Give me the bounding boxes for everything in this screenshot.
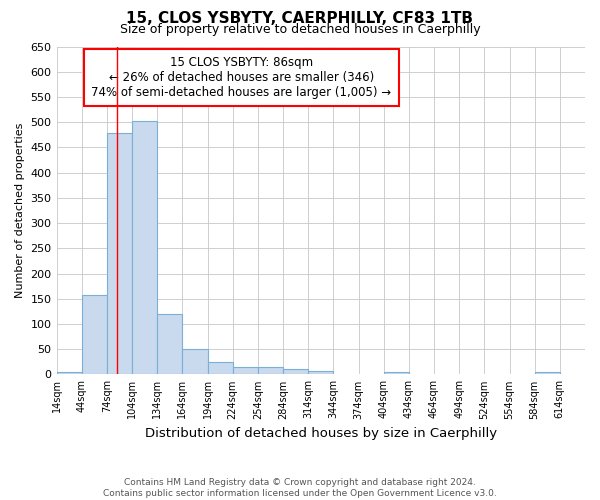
Text: Size of property relative to detached houses in Caerphilly: Size of property relative to detached ho… <box>119 22 481 36</box>
Bar <box>56 372 82 374</box>
Text: 15, CLOS YSBYTY, CAERPHILLY, CF83 1TB: 15, CLOS YSBYTY, CAERPHILLY, CF83 1TB <box>127 11 473 26</box>
Bar <box>82 294 107 374</box>
Bar <box>383 372 409 374</box>
Bar <box>107 134 132 374</box>
Text: Contains HM Land Registry data © Crown copyright and database right 2024.
Contai: Contains HM Land Registry data © Crown c… <box>103 478 497 498</box>
Bar <box>283 370 308 374</box>
Bar <box>132 120 157 374</box>
Bar <box>258 367 283 374</box>
Bar <box>208 362 233 374</box>
Bar <box>308 371 334 374</box>
Text: 15 CLOS YSBYTY: 86sqm
← 26% of detached houses are smaller (346)
74% of semi-det: 15 CLOS YSBYTY: 86sqm ← 26% of detached … <box>91 56 392 100</box>
Y-axis label: Number of detached properties: Number of detached properties <box>15 123 25 298</box>
Bar <box>157 314 182 374</box>
X-axis label: Distribution of detached houses by size in Caerphilly: Distribution of detached houses by size … <box>145 427 497 440</box>
Bar <box>233 367 258 374</box>
Bar <box>535 372 560 374</box>
Bar <box>182 349 208 374</box>
